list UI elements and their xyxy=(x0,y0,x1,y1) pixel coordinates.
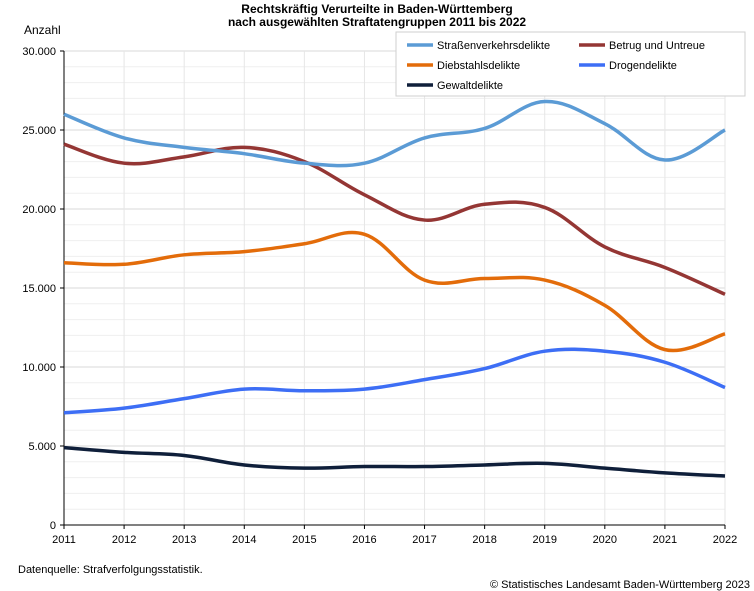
x-tick-label: 2018 xyxy=(472,534,496,546)
x-tick-label: 2014 xyxy=(232,534,256,546)
series-lines xyxy=(63,99,726,478)
series-line-drogendelikte xyxy=(63,347,726,415)
y-axis-label: Anzahl xyxy=(24,23,61,37)
y-tick-label: 5.000 xyxy=(28,441,56,453)
x-tick-label: 2017 xyxy=(412,534,436,546)
legend-label-diebstahlsdelikte: Diebstahlsdelikte xyxy=(437,60,520,72)
x-tick-label: 2011 xyxy=(52,534,76,546)
x-tick-label: 2020 xyxy=(593,534,617,546)
y-tick-label: 20.000 xyxy=(22,204,56,216)
legend-label-gewaltdelikte: Gewaltdelikte xyxy=(437,80,503,92)
x-tick-label: 2015 xyxy=(292,534,316,546)
x-tick-label: 2016 xyxy=(352,534,376,546)
x-tick-label: 2019 xyxy=(532,534,556,546)
y-tick-label: 30.000 xyxy=(22,46,56,58)
series-line-betrug-und-untreue xyxy=(63,142,726,296)
legend: Straßenverkehrsdelikte Betrug und Untreue… xyxy=(395,31,746,97)
legend-box xyxy=(395,31,746,97)
series-line-strassenverkehrsdelikte xyxy=(63,99,726,168)
chart-title: Rechtskräftig Verurteilte in Baden-Württ… xyxy=(0,3,754,29)
data-source-note: Datenquelle: Strafverfolgungsstatistik. xyxy=(18,564,203,576)
x-tick-label: 2012 xyxy=(112,534,136,546)
x-tick-label: 2021 xyxy=(653,534,677,546)
legend-label-strassenverkehrsdelikte: Straßenverkehrsdelikte xyxy=(437,40,550,52)
series-line-diebstahlsdelikte xyxy=(63,230,726,353)
y-tick-label: 25.000 xyxy=(22,125,56,137)
series-line-gewaltdelikte xyxy=(63,445,726,478)
chart-title-line-2: nach ausgewählten Straftatengruppen 2011… xyxy=(227,15,527,29)
chart-title-line-1: Rechtskräftig Verurteilte in Baden-Württ… xyxy=(241,2,513,16)
axes: 0 5.000 10.000 15.000 20.000 25.000 30.000 2011… xyxy=(22,46,737,546)
x-tick-label: 2022 xyxy=(713,534,737,546)
legend-label-drogendelikte: Drogendelikte xyxy=(609,60,677,72)
y-tick-label: 10.000 xyxy=(22,362,56,374)
legend-label-betrug-und-untreue: Betrug und Untreue xyxy=(609,40,705,52)
y-tick-label: 15.000 xyxy=(22,283,56,295)
copyright-note: © Statistisches Landesamt Baden-Württemb… xyxy=(489,579,750,591)
x-tick-label: 2013 xyxy=(172,534,196,546)
y-tick-label: 0 xyxy=(50,520,56,532)
